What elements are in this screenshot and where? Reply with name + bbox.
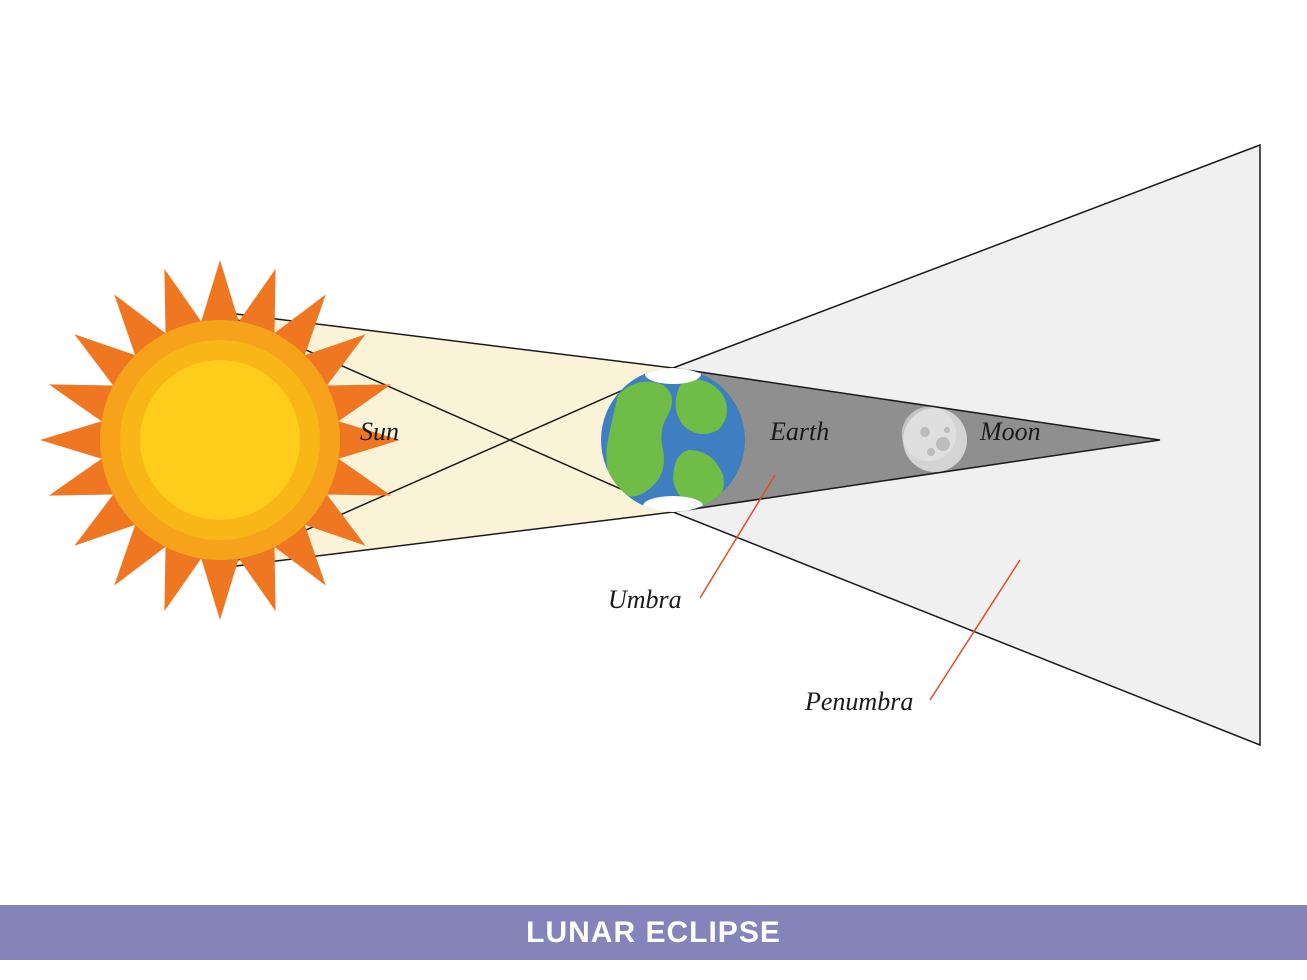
earth-label: Earth (770, 417, 829, 447)
sun-label: Sun (360, 417, 399, 447)
penumbra-label: Penumbra (805, 687, 913, 717)
sun-icon (40, 260, 400, 620)
moon-label: Moon (980, 417, 1041, 447)
title-bar: LUNAR ECLIPSE (0, 905, 1307, 960)
umbra-label: Umbra (608, 585, 682, 615)
eclipse-svg (0, 0, 1307, 980)
title-text: LUNAR ECLIPSE (526, 916, 781, 950)
diagram-canvas: Sun Earth Moon Umbra Penumbra LUNAR ECLI… (0, 0, 1307, 980)
